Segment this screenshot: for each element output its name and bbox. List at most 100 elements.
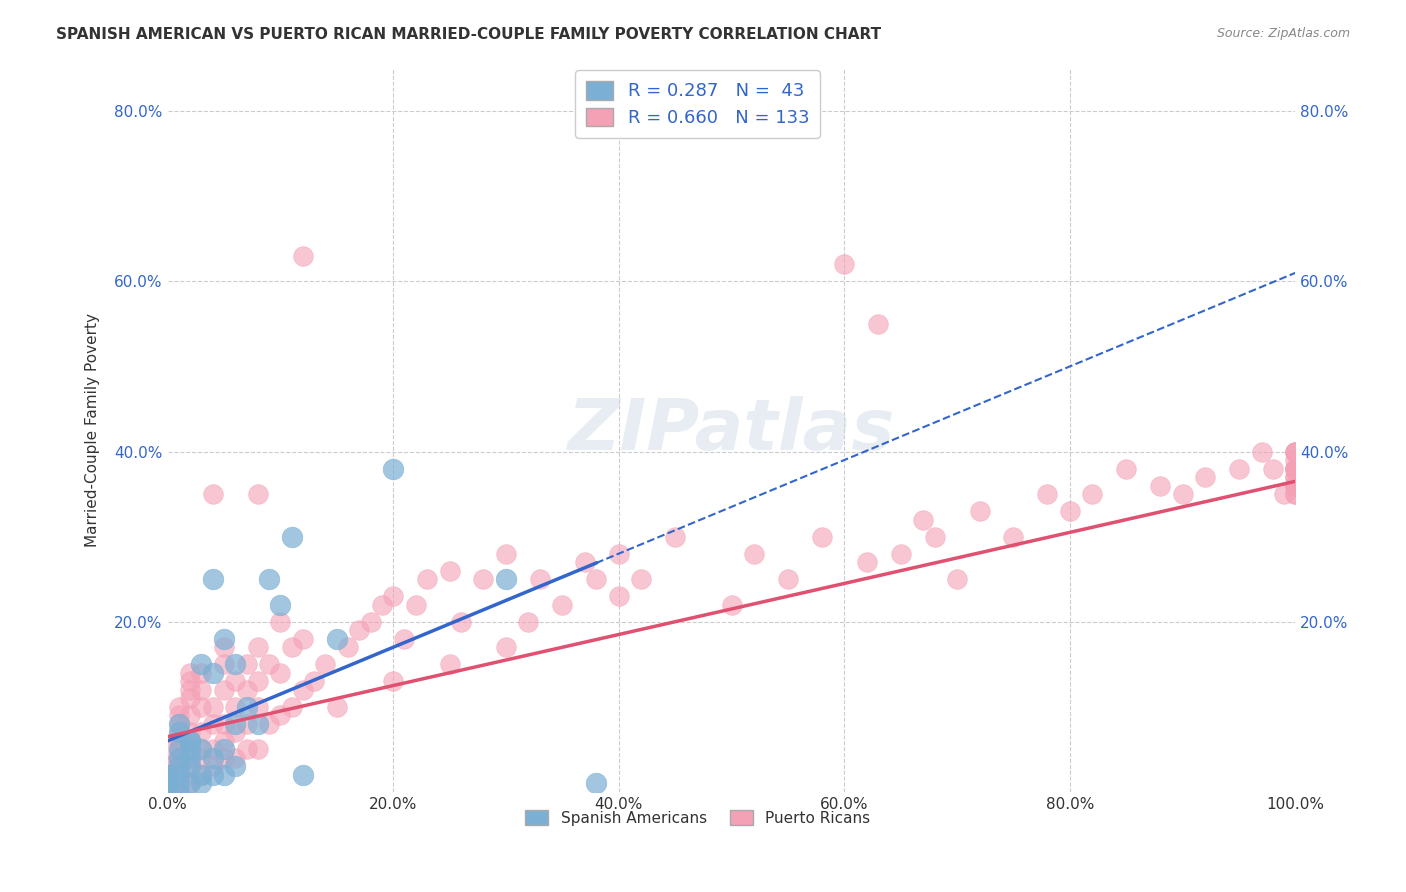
Point	[1284, 478, 1306, 492]
Point	[224, 717, 246, 731]
Point	[371, 598, 394, 612]
Point	[167, 717, 190, 731]
Point	[585, 776, 607, 790]
Point	[179, 751, 201, 765]
Point	[495, 640, 517, 655]
Point	[212, 657, 235, 672]
Point	[167, 785, 190, 799]
Point	[529, 572, 551, 586]
Point	[201, 742, 224, 756]
Point	[235, 717, 257, 731]
Point	[1284, 478, 1306, 492]
Point	[856, 555, 879, 569]
Point	[167, 751, 190, 765]
Point	[190, 725, 212, 739]
Point	[574, 555, 596, 569]
Point	[246, 717, 269, 731]
Point	[179, 776, 201, 790]
Point	[325, 699, 347, 714]
Point	[201, 572, 224, 586]
Point	[1171, 487, 1194, 501]
Point	[246, 742, 269, 756]
Point	[664, 530, 686, 544]
Point	[156, 759, 179, 773]
Point	[179, 776, 201, 790]
Point	[1284, 470, 1306, 484]
Point	[269, 665, 291, 680]
Point	[607, 589, 630, 603]
Point	[156, 768, 179, 782]
Point	[1250, 444, 1272, 458]
Point	[360, 615, 382, 629]
Point	[280, 530, 302, 544]
Point	[325, 632, 347, 646]
Point	[1081, 487, 1104, 501]
Point	[890, 547, 912, 561]
Point	[167, 742, 190, 756]
Point	[1284, 470, 1306, 484]
Point	[201, 699, 224, 714]
Point	[1115, 461, 1137, 475]
Point	[1284, 444, 1306, 458]
Point	[179, 734, 201, 748]
Point	[167, 759, 190, 773]
Point	[167, 751, 190, 765]
Point	[212, 742, 235, 756]
Point	[868, 317, 890, 331]
Point	[269, 708, 291, 723]
Point	[167, 717, 190, 731]
Point	[212, 682, 235, 697]
Point	[291, 768, 314, 782]
Legend: Spanish Americans, Puerto Ricans: Spanish Americans, Puerto Ricans	[516, 801, 879, 835]
Point	[495, 547, 517, 561]
Point	[382, 589, 405, 603]
Point	[742, 547, 765, 561]
Point	[190, 742, 212, 756]
Point	[720, 598, 742, 612]
Point	[439, 657, 461, 672]
Point	[201, 768, 224, 782]
Point	[269, 598, 291, 612]
Point	[190, 768, 212, 782]
Point	[156, 776, 179, 790]
Point	[495, 572, 517, 586]
Point	[224, 699, 246, 714]
Point	[1284, 453, 1306, 467]
Point	[349, 624, 371, 638]
Point	[179, 665, 201, 680]
Point	[1284, 461, 1306, 475]
Point	[167, 725, 190, 739]
Point	[810, 530, 832, 544]
Point	[190, 751, 212, 765]
Point	[179, 759, 201, 773]
Point	[405, 598, 427, 612]
Point	[1194, 470, 1216, 484]
Point	[235, 699, 257, 714]
Point	[179, 742, 201, 756]
Point	[156, 768, 179, 782]
Point	[302, 674, 325, 689]
Point	[1272, 487, 1295, 501]
Point	[291, 682, 314, 697]
Point	[257, 657, 280, 672]
Point	[167, 734, 190, 748]
Point	[1149, 478, 1171, 492]
Point	[179, 734, 201, 748]
Point	[832, 257, 855, 271]
Point	[269, 615, 291, 629]
Point	[439, 564, 461, 578]
Point	[224, 751, 246, 765]
Point	[179, 674, 201, 689]
Point	[179, 759, 201, 773]
Point	[190, 699, 212, 714]
Point	[156, 776, 179, 790]
Point	[201, 487, 224, 501]
Point	[212, 632, 235, 646]
Point	[156, 776, 179, 790]
Point	[235, 657, 257, 672]
Point	[1284, 444, 1306, 458]
Point	[167, 725, 190, 739]
Point	[156, 768, 179, 782]
Point	[212, 751, 235, 765]
Point	[450, 615, 472, 629]
